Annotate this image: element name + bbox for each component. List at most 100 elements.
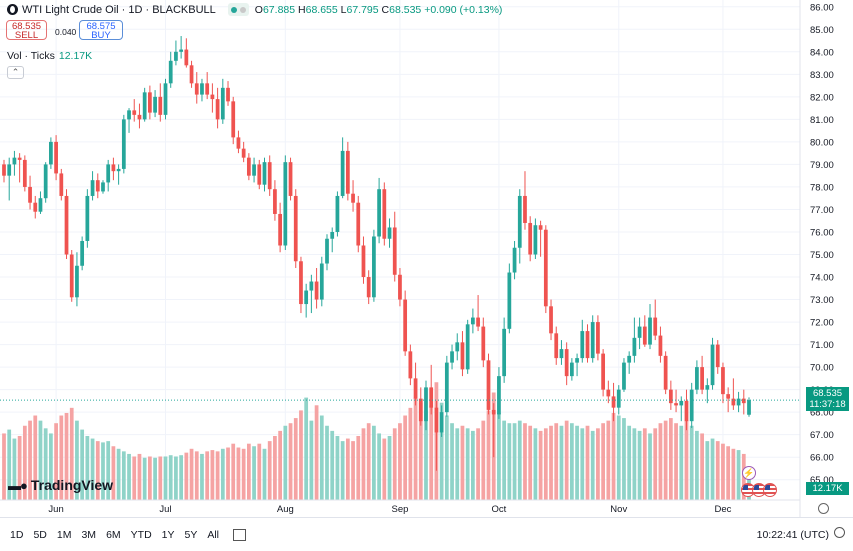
volume-bar: [455, 428, 460, 500]
volume-bar: [616, 415, 621, 500]
sell-button[interactable]: 68.535 SELL: [6, 20, 47, 40]
candle-body: [450, 351, 454, 363]
y-tick-label: 82.00: [810, 92, 834, 103]
candle-body: [543, 229, 548, 307]
volume-bar: [590, 430, 595, 500]
buy-price: 68.575: [86, 21, 116, 32]
chart-settings-icon[interactable]: [818, 503, 829, 514]
candle-body: [116, 168, 121, 172]
candle-body: [663, 355, 668, 390]
candle-body: [502, 328, 507, 377]
us-flag-event-icon[interactable]: [763, 483, 777, 497]
range-all[interactable]: All: [207, 528, 220, 541]
candle-body: [7, 164, 12, 176]
candle-body: [569, 362, 574, 377]
candle-body: [127, 110, 131, 120]
candle-body: [95, 180, 100, 192]
candle-body: [523, 195, 527, 223]
candle-body: [471, 317, 475, 325]
volume-bar: [705, 441, 710, 500]
volume-bar: [241, 448, 246, 500]
buy-button[interactable]: 68.575 BUY: [79, 20, 123, 40]
candle-body: [601, 353, 606, 390]
candle-body: [642, 326, 647, 345]
candle-body: [158, 96, 163, 115]
candle-body: [90, 180, 95, 196]
candle-body: [715, 344, 720, 368]
candle-body: [69, 254, 74, 298]
chevron-up-icon: ⌃: [11, 67, 20, 77]
tradingview-logo[interactable]: ▬● TradingView: [8, 477, 113, 493]
range-6m[interactable]: 6M: [106, 528, 121, 541]
market-status-indicator[interactable]: [227, 3, 249, 16]
volume-bar: [309, 420, 314, 500]
volume-bar: [38, 420, 43, 500]
volume-bar: [85, 436, 90, 500]
candle-body: [564, 349, 569, 377]
candle-body: [512, 247, 517, 273]
volume-bar: [49, 433, 53, 500]
volume-bar: [345, 438, 350, 500]
volume-bar: [137, 453, 142, 500]
candle-body: [726, 394, 731, 399]
candle-body: [648, 317, 652, 345]
candle-body: [736, 398, 741, 406]
volume-bar: [205, 451, 210, 500]
candle-body: [611, 396, 616, 408]
y-tick-label: 68.00: [810, 408, 834, 419]
clock-time[interactable]: 10:22:41 (UTC): [756, 529, 829, 541]
candle-body: [205, 83, 210, 95]
candle-body: [137, 114, 142, 120]
ohlc-values: O67.885 H68.655 L67.795 C68.535 +0.090 (…: [255, 4, 503, 16]
candle-body: [674, 403, 678, 406]
volume-value: 12.17K: [58, 50, 93, 62]
candle-body: [106, 164, 111, 183]
x-tick-label: Dec: [714, 504, 731, 515]
range-1d[interactable]: 1D: [10, 528, 24, 541]
x-tick-label: Jun: [48, 504, 63, 515]
candle-body: [476, 317, 480, 327]
y-tick-label: 74.00: [810, 273, 834, 284]
y-tick-label: 85.00: [810, 25, 834, 36]
volume-bar: [215, 451, 220, 500]
lightning-icon[interactable]: ⚡: [742, 466, 756, 480]
volume-bar: [267, 441, 272, 500]
volume-bar: [106, 441, 111, 500]
y-tick-label: 83.00: [810, 70, 834, 81]
bar-countdown: 11:37:18: [809, 399, 846, 410]
candle-body: [637, 326, 642, 338]
candle-body: [75, 265, 79, 298]
volume-bar: [523, 423, 527, 500]
volume-bar: [28, 420, 32, 500]
range-5y[interactable]: 5Y: [184, 528, 198, 541]
range-5d[interactable]: 5D: [33, 528, 47, 541]
range-1y[interactable]: 1Y: [161, 528, 175, 541]
symbol-logo-icon: [7, 4, 18, 15]
collapse-legend-button[interactable]: ⌃: [7, 66, 24, 79]
candle-body: [194, 83, 199, 95]
range-1m[interactable]: 1M: [56, 528, 72, 541]
go-to-date-icon[interactable]: [233, 528, 247, 541]
y-tick-label: 65.00: [810, 475, 834, 486]
price-chart[interactable]: 65.0066.0067.0068.0069.0070.0071.0072.00…: [0, 0, 853, 517]
volume-bar: [444, 415, 449, 500]
y-tick-label: 86.00: [810, 2, 834, 13]
candle-body: [319, 263, 324, 300]
candle-body: [22, 159, 27, 187]
volume-bar: [377, 433, 381, 500]
settings-icon[interactable]: [834, 527, 845, 538]
y-tick-label: 77.00: [810, 205, 834, 216]
candle-body: [507, 272, 512, 329]
range-ytd[interactable]: YTD: [130, 528, 152, 541]
spread-value: 0.040: [55, 27, 77, 37]
candle-body: [163, 83, 168, 115]
symbol-title[interactable]: WTI Light Crude Oil · 1D · BLACKBULL: [22, 3, 216, 16]
volume-bar: [601, 423, 606, 500]
volume-legend[interactable]: Vol · Ticks 12.17K: [7, 50, 92, 62]
candle-body: [304, 290, 309, 305]
volume-bar: [606, 420, 611, 500]
volume-bar: [596, 428, 600, 500]
range-3m[interactable]: 3M: [81, 528, 97, 541]
candle-body: [429, 387, 434, 408]
candle-body: [49, 141, 53, 165]
